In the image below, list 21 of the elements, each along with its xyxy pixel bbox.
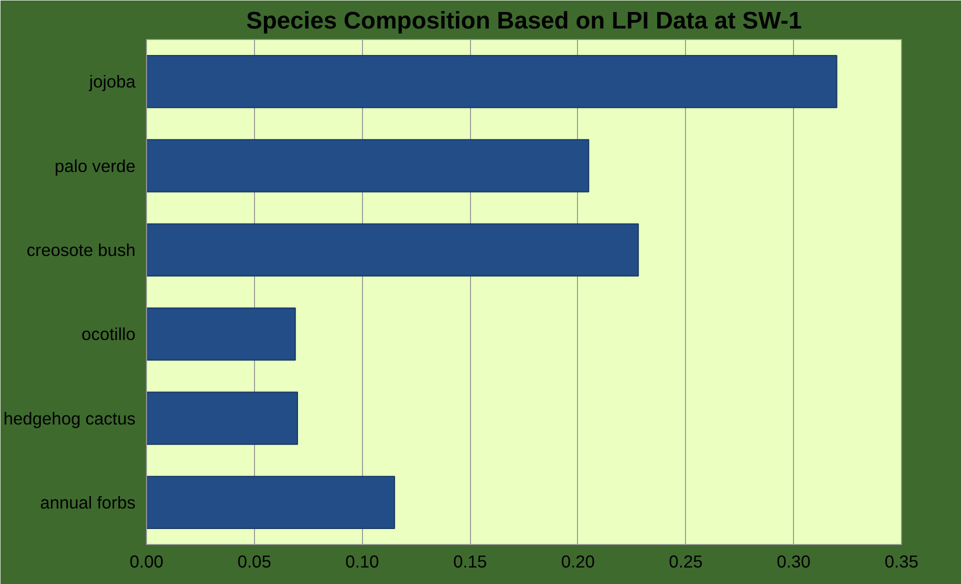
x-tick-label: 0.10	[345, 552, 380, 572]
x-tick-label: 0.30	[776, 552, 811, 572]
y-tick-label: palo verde	[54, 156, 136, 176]
x-tick-label: 0.20	[561, 552, 595, 572]
bar	[146, 476, 396, 530]
y-tick-label: annual forbs	[40, 492, 136, 512]
x-tick-label: 0.25	[668, 552, 703, 572]
bar	[146, 307, 296, 361]
x-tick-label: 0.05	[237, 552, 272, 572]
bar	[146, 54, 838, 108]
bar	[146, 392, 298, 445]
bar	[146, 223, 639, 277]
x-tick-label: 0.00	[130, 552, 164, 572]
y-tick-label: creosote bush	[26, 240, 136, 260]
y-tick-label: hedgehog cactus	[4, 408, 136, 428]
x-tick-label: 0.35	[884, 552, 918, 572]
chart-title: Species Composition Based on LPI Data at SW-1	[246, 8, 802, 34]
bar	[146, 139, 590, 192]
y-tick-label: ocotillo	[82, 324, 136, 344]
x-tick-label: 0.15	[453, 552, 487, 572]
y-tick-label: jojoba	[88, 72, 136, 92]
